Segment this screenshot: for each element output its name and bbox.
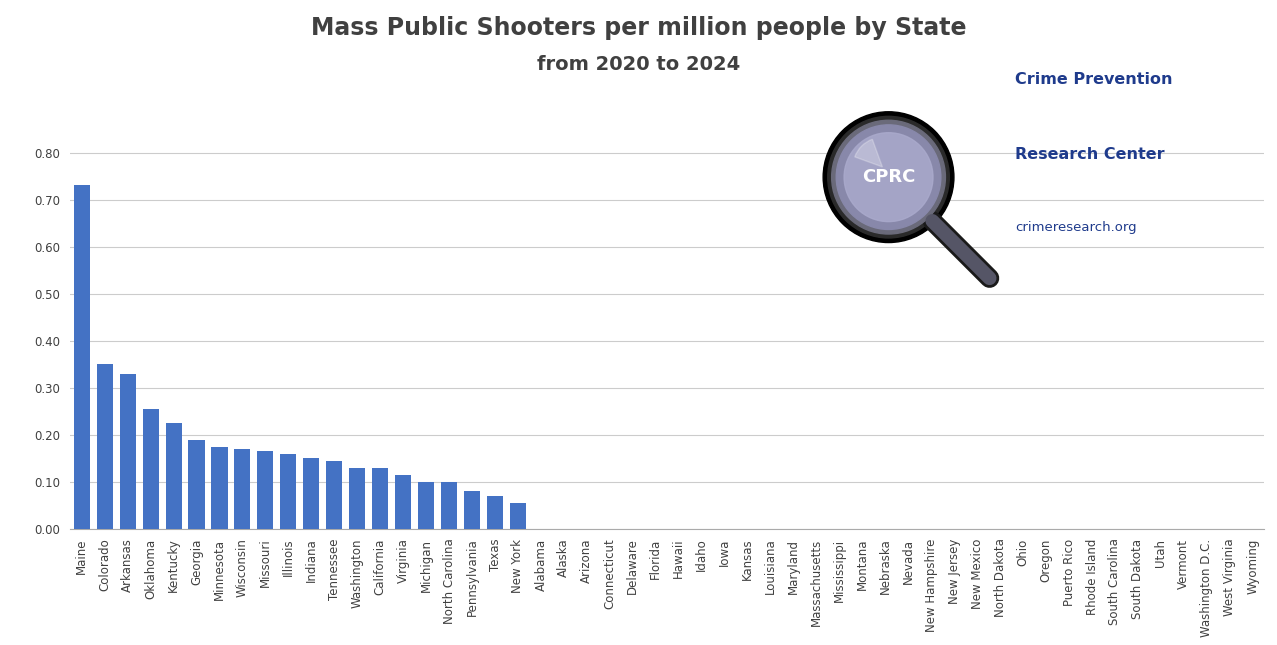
Text: Mass Public Shooters per million people by State: Mass Public Shooters per million people … — [310, 16, 967, 40]
Wedge shape — [854, 139, 882, 167]
Bar — [395, 475, 411, 529]
Bar — [212, 446, 227, 529]
Text: crimeresearch.org: crimeresearch.org — [1015, 221, 1137, 234]
Text: Crime Prevention: Crime Prevention — [1015, 72, 1172, 87]
Bar — [143, 409, 158, 529]
Bar — [372, 468, 388, 529]
Circle shape — [831, 120, 945, 234]
Text: from 2020 to 2024: from 2020 to 2024 — [536, 55, 741, 74]
Text: Research Center: Research Center — [1015, 147, 1165, 162]
Bar — [418, 482, 434, 529]
Bar — [235, 449, 250, 529]
Bar — [326, 461, 342, 529]
Bar — [189, 439, 204, 529]
Circle shape — [836, 125, 941, 230]
Circle shape — [827, 116, 949, 238]
Circle shape — [824, 112, 954, 243]
Bar — [487, 496, 503, 529]
Bar — [441, 482, 457, 529]
Bar — [464, 491, 480, 529]
Bar — [258, 451, 273, 529]
Bar — [97, 364, 112, 529]
Bar — [120, 373, 135, 529]
Bar — [166, 423, 181, 529]
Circle shape — [844, 133, 933, 222]
Bar — [349, 468, 365, 529]
Bar — [281, 453, 296, 529]
Text: CPRC: CPRC — [862, 168, 916, 186]
Bar — [74, 186, 89, 529]
Bar — [510, 503, 526, 529]
Bar — [304, 459, 319, 529]
